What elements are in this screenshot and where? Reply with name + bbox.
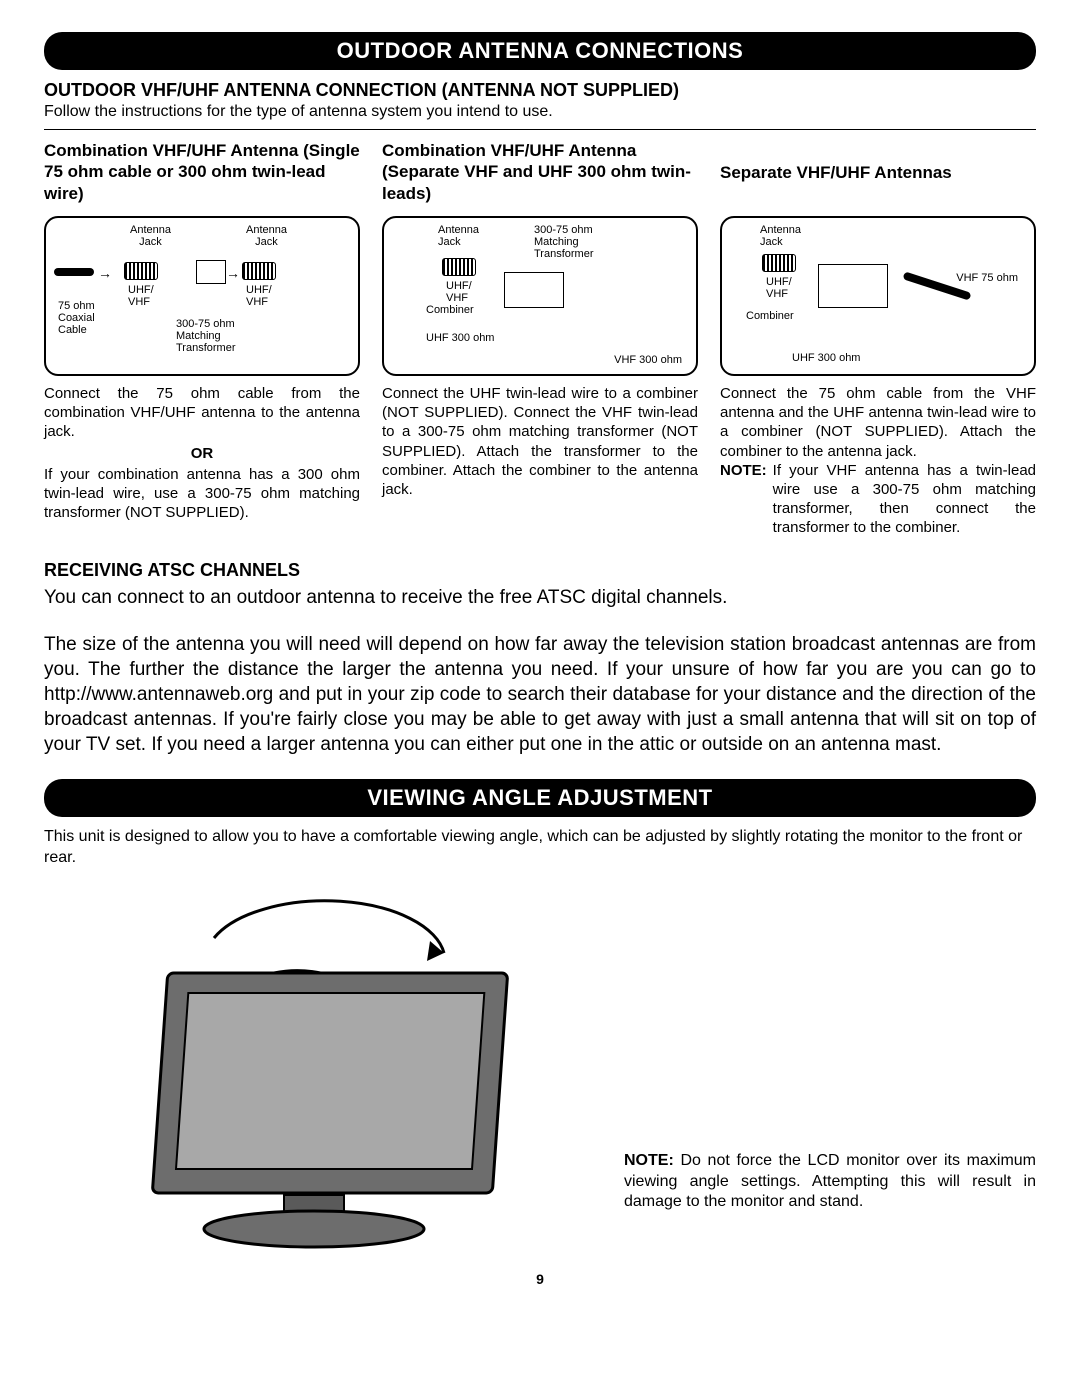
d-label: VHF 75 ohm [956,272,1018,284]
col3-note: NOTE: If your VHF antenna has a twin-lea… [720,461,1036,538]
viewing-intro: This unit is designed to allow you to ha… [44,827,1036,869]
receiving-p1: You can connect to an outdoor antenna to… [44,585,1036,610]
d-label: AntennaJack [760,224,801,248]
col2-diagram: AntennaJack 300-75 ohmMatchingTransforme… [382,216,698,376]
jack-icon [124,262,158,280]
cable-icon [54,268,94,276]
col1-or: OR [44,444,360,463]
jack-icon [442,258,476,276]
column-2: Combination VHF/UHF Antenna (Separate VH… [382,140,698,538]
viewing-note: NOTE: Do not force the LCD monitor over … [624,1151,1036,1252]
antenna-columns: Combination VHF/UHF Antenna (Single 75 o… [44,140,1036,538]
col1-diagram: AntennaJack AntennaJack UHF/VHF UHF/VHF … [44,216,360,376]
combiner-icon [504,272,564,308]
col2-body: Connect the UHF twin-lead wire to a comb… [382,384,698,499]
col2-title: Combination VHF/UHF Antenna (Separate VH… [382,140,698,206]
outdoor-intro: Follow the instructions for the type of … [44,103,1036,121]
col1-body1: Connect the 75 ohm cable from the combin… [44,384,360,442]
d-label: UHF/VHF [128,284,154,308]
section-header-outdoor: OUTDOOR ANTENNA CONNECTIONS [44,32,1036,70]
combiner-icon [818,264,888,308]
d-label: UHF 300 ohm [792,352,860,364]
viewing-row: NOTE: Do not force the LCD monitor over … [44,883,1036,1253]
jack-icon [762,254,796,272]
d-label: UHF 300 ohm [426,332,494,344]
d-label: AntennaJack [130,224,171,248]
column-3: Separate VHF/UHF Antennas AntennaJack UH… [720,140,1036,538]
col1-title: Combination VHF/UHF Antenna (Single 75 o… [44,140,360,206]
col3-body: Connect the 75 ohm cable from the VHF an… [720,384,1036,461]
d-label: 300-75 ohmMatchingTransformer [176,318,236,354]
transformer-icon [196,260,226,284]
d-label: UHF/VHF [246,284,272,308]
tv-figure [44,883,564,1253]
note-label: NOTE: [720,461,767,538]
note-body: Do not force the LCD monitor over its ma… [624,1152,1036,1210]
col3-title: Separate VHF/UHF Antennas [720,140,1036,206]
arrow-icon [98,266,112,281]
d-label: UHF/VHF [446,280,472,304]
d-label: AntennaJack [438,224,479,248]
col1-body2: If your combination antenna has a 300 oh… [44,465,360,523]
jack-icon [242,262,276,280]
arrow-icon [226,266,240,281]
d-label: Combiner [426,304,474,316]
note-label: NOTE: [624,1152,674,1169]
outdoor-subheading: OUTDOOR VHF/UHF ANTENNA CONNECTION (ANTE… [44,80,1036,101]
d-label: VHF 300 ohm [614,354,682,366]
d-label: AntennaJack [246,224,287,248]
d-label: UHF/VHF [766,276,792,300]
receiving-p2: The size of the antenna you will need wi… [44,632,1036,757]
section-header-viewing: VIEWING ANGLE ADJUSTMENT [44,779,1036,817]
d-label: 300-75 ohmMatchingTransformer [534,224,594,260]
note-body: If your VHF antenna has a twin-lead wire… [773,461,1036,538]
receiving-title: RECEIVING ATSC CHANNELS [44,560,1036,581]
page-number: 9 [44,1271,1036,1287]
d-label: 75 ohmCoaxialCable [58,300,95,336]
divider [44,129,1036,130]
col3-diagram: AntennaJack UHF/VHF VHF 75 ohm Combiner … [720,216,1036,376]
d-label: Combiner [746,310,794,322]
column-1: Combination VHF/UHF Antenna (Single 75 o… [44,140,360,538]
